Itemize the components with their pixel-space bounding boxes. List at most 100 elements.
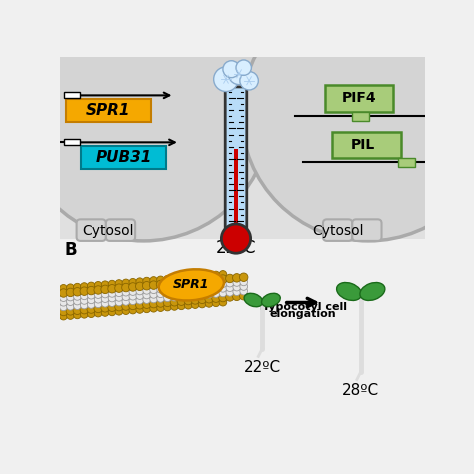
Circle shape (101, 304, 109, 312)
Circle shape (101, 309, 109, 316)
Circle shape (129, 292, 137, 300)
Circle shape (53, 313, 61, 320)
Circle shape (73, 311, 81, 319)
Circle shape (233, 279, 241, 286)
FancyBboxPatch shape (225, 87, 247, 231)
Circle shape (226, 274, 234, 283)
Circle shape (53, 285, 61, 293)
Circle shape (191, 301, 199, 309)
Text: SPR1: SPR1 (173, 278, 210, 292)
Circle shape (233, 283, 241, 291)
FancyBboxPatch shape (352, 111, 369, 121)
Circle shape (129, 306, 137, 314)
Circle shape (240, 287, 247, 295)
Circle shape (214, 67, 238, 91)
Circle shape (219, 280, 227, 288)
Circle shape (73, 302, 81, 310)
Circle shape (205, 272, 213, 280)
FancyBboxPatch shape (399, 158, 415, 167)
Circle shape (205, 294, 213, 303)
Circle shape (115, 280, 123, 287)
Circle shape (198, 282, 206, 289)
Circle shape (156, 299, 165, 307)
Circle shape (129, 278, 137, 286)
Circle shape (101, 290, 109, 298)
Circle shape (226, 284, 234, 292)
Circle shape (184, 287, 192, 295)
Circle shape (143, 286, 151, 294)
Circle shape (101, 285, 109, 293)
Circle shape (177, 274, 185, 282)
Ellipse shape (360, 283, 385, 301)
Circle shape (157, 290, 164, 298)
Circle shape (87, 286, 95, 295)
Circle shape (191, 282, 199, 290)
Circle shape (143, 277, 151, 285)
Circle shape (226, 289, 234, 296)
Circle shape (143, 296, 151, 303)
Circle shape (177, 297, 185, 305)
Circle shape (81, 310, 88, 318)
Circle shape (205, 300, 213, 307)
Circle shape (219, 275, 227, 283)
Circle shape (240, 278, 247, 286)
FancyBboxPatch shape (323, 219, 352, 241)
Circle shape (115, 298, 123, 306)
Circle shape (212, 275, 220, 284)
Circle shape (94, 304, 102, 313)
Circle shape (170, 279, 179, 288)
Circle shape (73, 283, 81, 291)
Circle shape (81, 301, 88, 309)
Circle shape (122, 302, 130, 310)
Circle shape (219, 298, 227, 306)
Circle shape (80, 287, 89, 295)
Circle shape (59, 307, 68, 316)
Circle shape (73, 306, 82, 315)
Circle shape (157, 304, 164, 311)
Circle shape (73, 297, 81, 305)
Circle shape (108, 294, 116, 302)
Circle shape (66, 311, 74, 319)
Circle shape (205, 286, 213, 293)
Circle shape (150, 304, 157, 312)
Circle shape (184, 301, 192, 309)
Circle shape (129, 288, 137, 295)
Circle shape (87, 292, 95, 299)
Circle shape (149, 281, 158, 289)
Circle shape (198, 291, 206, 299)
Circle shape (52, 289, 61, 298)
Circle shape (143, 305, 151, 313)
Circle shape (66, 302, 74, 310)
Circle shape (233, 273, 241, 282)
Circle shape (108, 284, 116, 293)
Circle shape (164, 285, 171, 292)
Circle shape (80, 305, 89, 314)
Circle shape (163, 298, 172, 307)
Circle shape (108, 308, 116, 316)
Circle shape (128, 301, 137, 310)
Circle shape (171, 284, 178, 292)
Circle shape (205, 290, 213, 298)
Text: Cytosol: Cytosol (312, 224, 364, 238)
Circle shape (198, 286, 206, 294)
Circle shape (136, 301, 144, 309)
Circle shape (94, 309, 102, 317)
Circle shape (226, 292, 234, 301)
Circle shape (157, 285, 164, 293)
Circle shape (239, 273, 248, 282)
FancyBboxPatch shape (66, 99, 151, 122)
Circle shape (66, 293, 74, 301)
Ellipse shape (159, 269, 224, 301)
Circle shape (81, 292, 88, 300)
Circle shape (136, 296, 144, 304)
Circle shape (177, 283, 185, 291)
Circle shape (129, 297, 137, 305)
Circle shape (198, 273, 206, 280)
Circle shape (60, 299, 67, 306)
Circle shape (212, 299, 220, 307)
Text: elongation: elongation (270, 310, 336, 319)
Circle shape (212, 281, 220, 288)
Circle shape (52, 308, 61, 316)
Circle shape (191, 292, 199, 299)
Circle shape (157, 276, 164, 284)
